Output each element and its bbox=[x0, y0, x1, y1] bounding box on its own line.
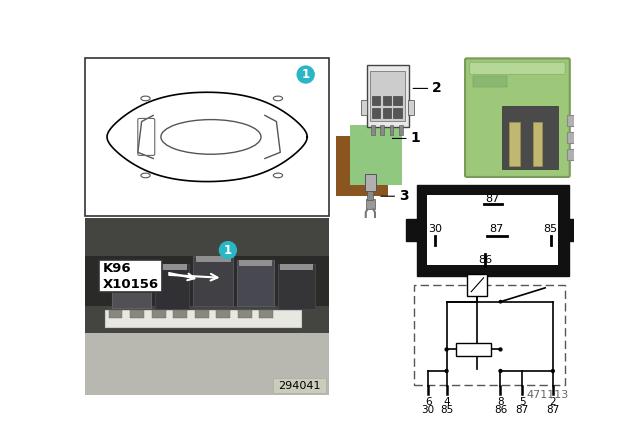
Bar bbox=[216, 310, 230, 318]
Text: 86: 86 bbox=[478, 255, 492, 265]
Bar bbox=[365, 174, 376, 191]
Bar bbox=[383, 96, 391, 105]
Bar bbox=[406, 220, 418, 241]
Bar bbox=[157, 264, 187, 270]
Circle shape bbox=[499, 369, 502, 373]
Circle shape bbox=[444, 347, 449, 352]
Bar bbox=[99, 260, 163, 293]
Bar bbox=[349, 125, 402, 185]
Text: 2: 2 bbox=[432, 82, 442, 95]
Bar bbox=[566, 116, 580, 126]
Text: 30: 30 bbox=[428, 224, 442, 233]
Bar bbox=[372, 108, 380, 118]
Text: 85: 85 bbox=[543, 224, 557, 233]
Bar bbox=[408, 100, 414, 116]
Bar bbox=[566, 132, 580, 143]
Bar bbox=[237, 260, 274, 306]
Bar bbox=[130, 310, 144, 318]
Bar bbox=[467, 274, 488, 296]
Text: 8: 8 bbox=[497, 397, 504, 407]
Text: K96
X10156: K96 X10156 bbox=[103, 262, 159, 291]
Text: 87: 87 bbox=[546, 405, 559, 415]
Bar bbox=[86, 218, 329, 395]
Bar bbox=[566, 149, 580, 160]
Bar bbox=[371, 125, 375, 134]
Bar bbox=[383, 108, 391, 118]
Circle shape bbox=[499, 347, 502, 352]
Text: 6: 6 bbox=[425, 397, 431, 407]
Text: 1: 1 bbox=[224, 244, 232, 257]
Text: 2: 2 bbox=[550, 397, 556, 407]
FancyBboxPatch shape bbox=[465, 58, 570, 177]
Bar bbox=[380, 125, 384, 134]
Bar bbox=[417, 185, 569, 276]
Circle shape bbox=[550, 369, 555, 373]
Bar bbox=[367, 191, 373, 200]
Text: 86: 86 bbox=[494, 405, 507, 415]
Bar bbox=[399, 125, 403, 134]
Bar bbox=[361, 100, 367, 116]
Text: 87: 87 bbox=[486, 194, 500, 203]
Bar bbox=[280, 264, 312, 270]
Bar bbox=[105, 310, 301, 327]
Bar bbox=[372, 96, 380, 105]
Text: 4: 4 bbox=[444, 397, 450, 407]
Bar bbox=[86, 333, 329, 395]
Text: 5: 5 bbox=[519, 397, 525, 407]
Bar bbox=[155, 264, 189, 309]
Text: 30: 30 bbox=[422, 405, 435, 415]
Bar bbox=[239, 260, 272, 266]
Bar bbox=[109, 310, 122, 318]
Bar bbox=[273, 378, 326, 393]
Bar bbox=[152, 310, 166, 318]
Bar bbox=[414, 285, 565, 385]
Bar bbox=[532, 122, 542, 166]
Bar bbox=[173, 310, 187, 318]
Bar bbox=[115, 260, 148, 266]
Circle shape bbox=[297, 66, 314, 83]
Text: 471113: 471113 bbox=[526, 390, 568, 400]
Text: 87: 87 bbox=[490, 224, 504, 233]
Bar bbox=[193, 256, 234, 306]
Bar bbox=[568, 220, 580, 241]
Bar bbox=[86, 58, 329, 216]
Bar bbox=[195, 310, 209, 318]
Bar bbox=[367, 65, 409, 127]
Bar bbox=[113, 260, 151, 308]
Bar bbox=[456, 343, 492, 356]
Text: 1: 1 bbox=[301, 68, 310, 81]
Bar bbox=[394, 96, 402, 105]
Bar bbox=[371, 72, 405, 121]
Bar bbox=[390, 125, 394, 134]
Bar bbox=[238, 310, 252, 318]
Bar bbox=[428, 195, 558, 265]
Text: 294041: 294041 bbox=[278, 381, 321, 391]
Text: 87: 87 bbox=[515, 405, 529, 415]
Text: 85: 85 bbox=[440, 405, 453, 415]
Bar bbox=[278, 264, 315, 309]
Text: 1: 1 bbox=[410, 131, 420, 146]
Bar bbox=[196, 256, 231, 263]
Circle shape bbox=[444, 369, 449, 373]
Circle shape bbox=[220, 241, 236, 258]
Text: 3: 3 bbox=[399, 189, 408, 203]
Bar bbox=[509, 122, 520, 166]
Bar bbox=[394, 108, 402, 118]
Bar bbox=[502, 106, 558, 169]
Bar bbox=[473, 76, 507, 87]
Circle shape bbox=[499, 300, 502, 304]
FancyBboxPatch shape bbox=[470, 62, 565, 74]
Bar bbox=[86, 256, 329, 306]
Bar bbox=[336, 136, 388, 196]
Bar bbox=[259, 310, 273, 318]
Bar bbox=[365, 198, 375, 209]
Bar bbox=[86, 373, 329, 395]
